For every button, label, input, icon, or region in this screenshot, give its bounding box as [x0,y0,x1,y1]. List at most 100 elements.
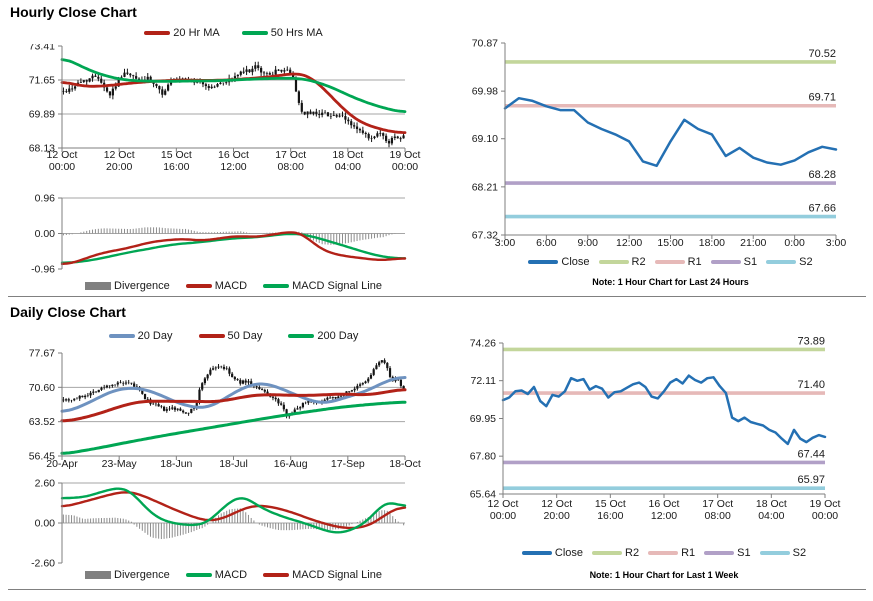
svg-text:71.40: 71.40 [797,379,825,391]
x-axis [61,455,406,460]
legend-line-icon [710,260,741,264]
legend-item-s1: S1 [710,256,758,268]
x-axis [61,147,406,152]
hourly-macd-chart: 0.96 0.00 -0.96 [31,193,407,276]
legend-item-s2: S2 [766,256,813,268]
svg-text:56.45: 56.45 [29,450,55,462]
svg-text:69.71: 69.71 [808,92,836,104]
svg-text:67.66: 67.66 [808,203,836,215]
legend-line-icon [759,551,790,555]
svg-text:72.11: 72.11 [471,375,497,387]
svg-text:-0.96: -0.96 [31,264,55,276]
legend-label: MACD Signal Line [292,280,382,292]
series-200-day [60,400,407,455]
svg-text:67.32: 67.32 [472,230,498,242]
legend-label: S2 [799,256,813,268]
svg-text:-2.60: -2.60 [31,558,55,569]
legend-item-20-day: 20 Day [108,330,173,342]
svg-text:12:00: 12:00 [651,510,677,522]
legend-item-s2: S2 [759,547,806,559]
legend-line-icon [521,551,552,555]
svg-text:63.52: 63.52 [29,416,55,428]
svg-text:16:00: 16:00 [597,510,623,522]
legend-line-icon [704,551,735,555]
svg-text:00:00: 00:00 [812,510,838,522]
legend-label: 200 Day [317,330,359,342]
svg-text:70.60: 70.60 [29,382,55,394]
svg-text:19 Oct: 19 Oct [390,149,421,161]
daily-macd-chart: 2.60 0.00 -2.60 [31,478,407,569]
svg-text:00:00: 00:00 [490,510,516,522]
gridlines [62,386,405,423]
legend-item-close: Close [521,547,584,559]
svg-text:6:00: 6:00 [536,237,557,249]
svg-text:18 Oct: 18 Oct [756,498,787,510]
svg-text:08:00: 08:00 [278,161,304,173]
x-axis [502,493,826,498]
svg-text:20:00: 20:00 [544,510,570,522]
svg-text:69.98: 69.98 [472,86,498,98]
svg-text:15 Oct: 15 Oct [161,149,192,161]
legend-item-200-day: 200 Day [288,330,358,342]
legend-line-icon [263,573,290,577]
series-20-day [60,376,407,413]
legend-line-icon [263,284,290,288]
svg-text:69.95: 69.95 [470,413,496,425]
legend-label: R2 [625,547,640,559]
axes [501,42,506,236]
weekly-sr-note: Note: 1 Hour Chart for Last 1 Week [589,570,739,580]
legend-item-r1: R1 [654,256,702,268]
svg-text:70.52: 70.52 [808,48,836,60]
axes [58,352,63,457]
legend-line-icon [185,284,212,288]
axes [499,342,504,495]
gridlines [62,197,405,234]
divergence-bars [62,227,396,245]
axes [58,197,63,270]
axes [58,482,63,564]
svg-text:00:00: 00:00 [392,161,418,173]
svg-text:17-Sep: 17-Sep [331,458,365,470]
hourly-section-title: Hourly Close Chart [10,4,137,20]
hourly-sr-note: Note: 1 Hour Chart for Last 24 Hours [592,277,749,287]
legend-label: 20 Day [137,330,173,342]
svg-text:68.28: 68.28 [808,169,836,181]
legend-line-icon [144,31,171,35]
legend-label: S1 [743,256,758,268]
svg-text:9:00: 9:00 [578,237,599,249]
legend-label: Close [554,547,584,559]
svg-text:16 Oct: 16 Oct [649,498,680,510]
macd-signal-line [60,232,407,264]
svg-text:65.64: 65.64 [470,489,496,501]
legend-label: MACD Signal Line [292,569,382,581]
svg-text:12:00: 12:00 [220,161,246,173]
legend-item-macd: MACD [185,280,247,292]
svg-text:08:00: 08:00 [705,510,731,522]
legend-line-icon [528,260,559,264]
svg-text:19 Oct: 19 Oct [810,498,841,510]
svg-text:12 Oct: 12 Oct [104,149,135,161]
legend-item-divergence: Divergence [85,569,170,581]
daily-macd-legend: Divergence MACD MACD Signal Line [62,569,405,581]
legend-item-close: Close [528,256,590,268]
legend-line-icon [185,573,212,577]
series-50-day [60,388,407,423]
legend-item-r1: R1 [648,547,695,559]
svg-text:17 Oct: 17 Oct [702,498,733,510]
legend-swatch-icon [85,282,112,290]
svg-text:71.65: 71.65 [29,75,55,87]
svg-text:18-Jul: 18-Jul [219,458,248,470]
legend-item-macd: MACD [185,569,247,581]
candles [62,61,405,148]
svg-text:16 Oct: 16 Oct [218,149,249,161]
legend-line-icon [598,260,629,264]
svg-text:12 Oct: 12 Oct [541,498,572,510]
legend-line-icon [241,31,268,35]
macd-signal-line [60,491,407,530]
legend-item-r2: R2 [592,547,639,559]
legend-label: S1 [737,547,751,559]
bottom-divider [8,589,866,590]
legend-label: R1 [687,256,702,268]
